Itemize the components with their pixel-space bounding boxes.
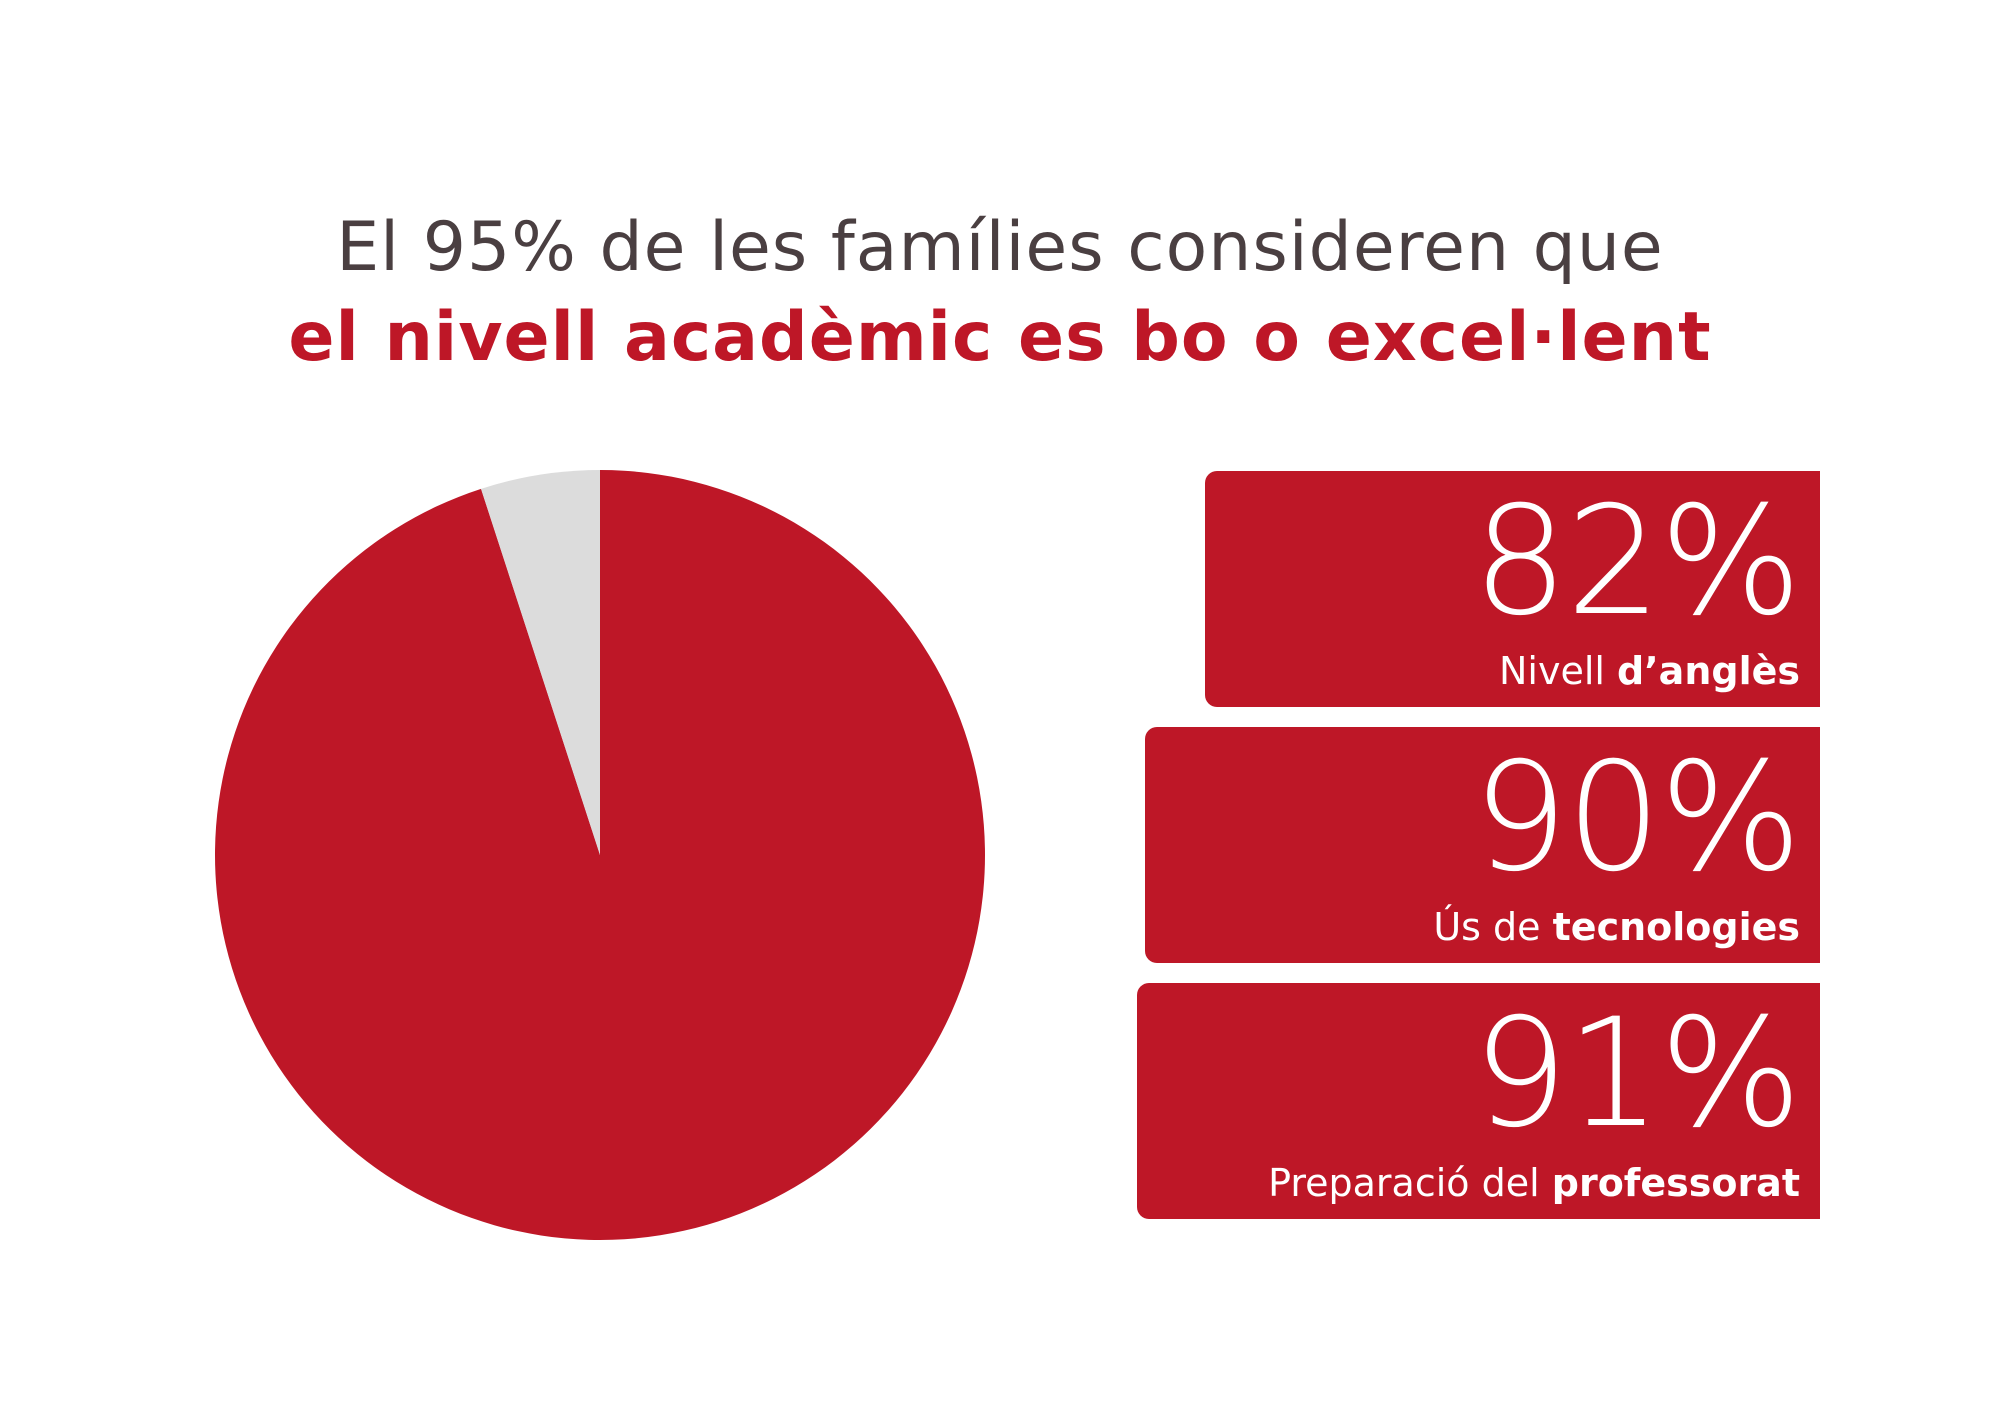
pie-slice-0 [214, 470, 985, 1240]
stat-box-technology: 90% Ús de tecnologies [1145, 727, 1820, 963]
stat-value-technology: 90% [1472, 731, 1802, 905]
stat-label-teachers: Preparació del professorat [1268, 1161, 1800, 1205]
stat-label-teachers-emphasis: professorat [1551, 1161, 1800, 1205]
stat-label-technology: Ús de tecnologies [1433, 905, 1800, 949]
pie-chart [214, 470, 985, 1240]
stat-label-technology-prefix: Ús de [1433, 905, 1553, 949]
stat-box-english: 82% Nivell d’anglès [1205, 471, 1820, 707]
stat-label-english-emphasis: d’anglès [1617, 649, 1800, 693]
stat-value-teachers: 91% [1472, 987, 1802, 1161]
stat-value-english: 82% [1472, 475, 1802, 649]
headline-line2: el nivell acadèmic es bo o excel·lent [288, 298, 1712, 377]
stat-label-teachers-prefix: Preparació del [1268, 1161, 1552, 1205]
pie-slice-1 [481, 470, 600, 855]
stat-label-english-prefix: Nivell [1499, 649, 1618, 693]
stat-label-english: Nivell d’anglès [1499, 649, 1800, 693]
headline-line1: El 95% de les famílies consideren que [336, 208, 1664, 287]
stat-label-technology-emphasis: tecnologies [1552, 905, 1800, 949]
stat-box-teachers: 91% Preparació del professorat [1137, 983, 1820, 1219]
